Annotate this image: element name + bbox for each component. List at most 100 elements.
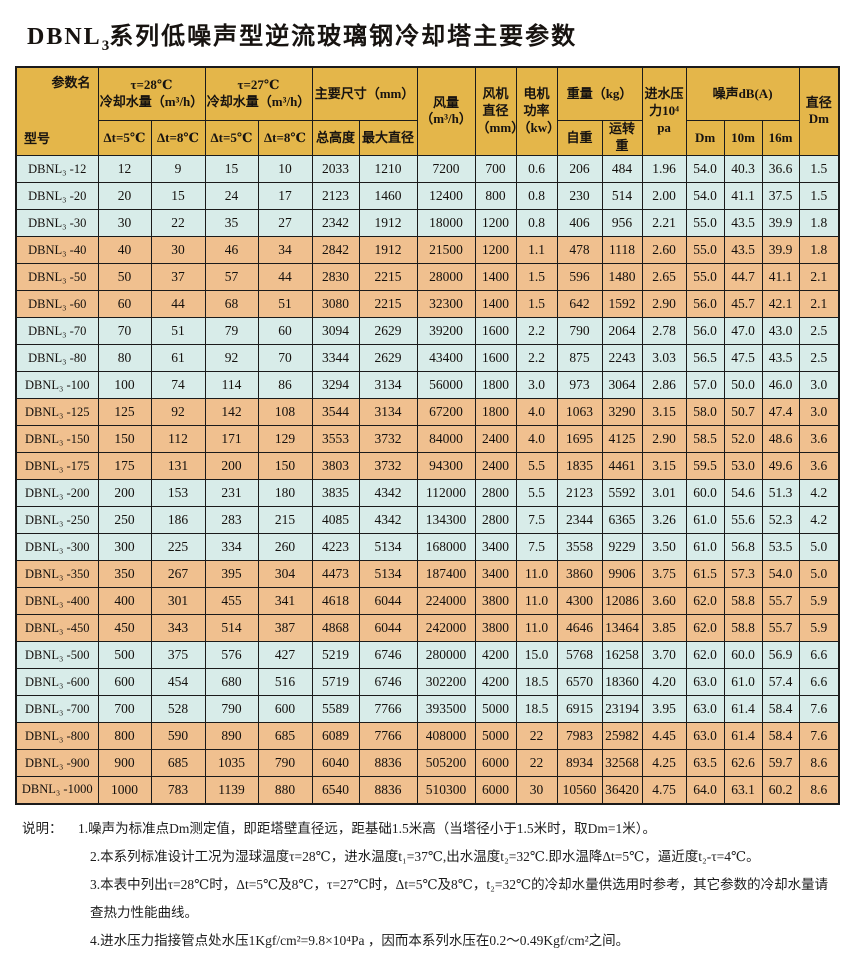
table-row: DBNL₃ -350 350 267 395 304 4473 5134 187400 3400… [15, 560, 840, 589]
value-cell: 67200 [416, 398, 476, 427]
value-cell: 4.45 [641, 722, 687, 751]
value-cell: 1.5 [515, 263, 558, 292]
header-tau28-water-flow: τ=28℃ 冷却水量（m³/h） [97, 66, 206, 122]
value-cell: 375 [150, 641, 206, 670]
value-cell: 60 [97, 290, 152, 319]
value-cell: 510300 [416, 776, 476, 805]
value-cell: 6044 [358, 587, 418, 616]
value-cell: 1063 [556, 398, 603, 427]
title-prefix: DBNL [27, 24, 102, 50]
value-cell: 18000 [416, 209, 476, 238]
value-cell: 47.0 [723, 317, 763, 346]
table-row: DBNL₃ -900 900 685 1035 790 6040 8836 505200 600… [15, 749, 840, 778]
value-cell: 1.8 [798, 209, 840, 238]
value-cell: 7200 [416, 155, 476, 184]
value-cell: 44.7 [723, 263, 763, 292]
value-cell: 300 [97, 533, 152, 562]
value-cell: 1800 [474, 398, 517, 427]
value-cell: 58.4 [761, 722, 800, 751]
value-cell: 4461 [601, 452, 643, 481]
value-cell: 61.0 [685, 506, 725, 535]
value-cell: 13464 [601, 614, 643, 643]
value-cell: 36420 [601, 776, 643, 805]
value-cell: 142 [204, 398, 259, 427]
value-cell: 125 [97, 398, 152, 427]
value-cell: 5592 [601, 479, 643, 508]
value-cell: 15 [204, 155, 259, 184]
model-cell: DBNL₃ -350 [15, 560, 99, 589]
value-cell: 62.0 [685, 641, 725, 670]
value-cell: 3.26 [641, 506, 687, 535]
value-cell: 5768 [556, 641, 603, 670]
value-cell: 6915 [556, 695, 603, 724]
value-cell: 16258 [601, 641, 643, 670]
value-cell: 3.03 [641, 344, 687, 373]
value-cell: 3.85 [641, 614, 687, 643]
value-cell: 3400 [474, 560, 517, 589]
value-cell: 39.9 [761, 209, 800, 238]
value-cell: 8934 [556, 749, 603, 778]
value-cell: 40.3 [723, 155, 763, 184]
value-cell: 8.6 [798, 749, 840, 778]
value-cell: 18360 [601, 668, 643, 697]
value-cell: 80 [97, 344, 152, 373]
model-cell: DBNL₃ -1000 [15, 776, 99, 805]
value-cell: 685 [150, 749, 206, 778]
value-cell: 50 [97, 263, 152, 292]
table-row: DBNL₃ -80 80 61 92 70 3344 2629 43400 1600 2.2 875… [15, 344, 840, 373]
value-cell: 1.5 [798, 182, 840, 211]
corner-cell: 参数名 型号 [15, 66, 99, 157]
value-cell: 3064 [601, 371, 643, 400]
header-self-weight: 自重 [556, 120, 603, 157]
value-cell: 86 [257, 371, 313, 400]
value-cell: 3.75 [641, 560, 687, 589]
value-cell: 3.50 [641, 533, 687, 562]
value-cell: 54.0 [685, 155, 725, 184]
value-cell: 12086 [601, 587, 643, 616]
table-row: DBNL₃ -1000 1000 783 1139 880 6540 8836 510300 6… [15, 776, 840, 805]
value-cell: 35 [204, 209, 259, 238]
model-cell: DBNL₃ -600 [15, 668, 99, 697]
value-cell: 18.5 [515, 695, 558, 724]
value-cell: 6089 [311, 722, 360, 751]
value-cell: 108 [257, 398, 313, 427]
value-cell: 36.6 [761, 155, 800, 184]
value-cell: 700 [474, 155, 517, 184]
value-cell: 50.0 [723, 371, 763, 400]
value-cell: 46 [204, 236, 259, 265]
value-cell: 500 [97, 641, 152, 670]
value-cell: 56.5 [685, 344, 725, 373]
header-dt5-tau28: Δt=5℃ [97, 120, 152, 157]
value-cell: 5219 [311, 641, 360, 670]
value-cell: 395 [204, 560, 259, 589]
model-cell: DBNL₃ -250 [15, 506, 99, 535]
value-cell: 22 [515, 722, 558, 751]
value-cell: 7983 [556, 722, 603, 751]
table-row: DBNL₃ -500 500 375 576 427 5219 6746 280000 4200… [15, 641, 840, 670]
table-row: DBNL₃ -800 800 590 890 685 6089 7766 408000 5000… [15, 722, 840, 751]
value-cell: 134300 [416, 506, 476, 535]
value-cell: 3800 [474, 614, 517, 643]
value-cell: 51 [257, 290, 313, 319]
header-weight: 重量（kg） [556, 66, 643, 122]
value-cell: 393500 [416, 695, 476, 724]
value-cell: 3553 [311, 425, 360, 454]
value-cell: 4.0 [515, 425, 558, 454]
value-cell: 3080 [311, 290, 360, 319]
value-cell: 2344 [556, 506, 603, 535]
value-cell: 0.8 [515, 182, 558, 211]
table-row: DBNL₃ -12 12 9 15 10 2033 1210 7200 700 0.6 206 484… [15, 155, 840, 184]
value-cell: 224000 [416, 587, 476, 616]
model-cell: DBNL₃ -400 [15, 587, 99, 616]
value-cell: 7.6 [798, 722, 840, 751]
value-cell: 590 [150, 722, 206, 751]
value-cell: 180 [257, 479, 313, 508]
value-cell: 304 [257, 560, 313, 589]
value-cell: 3544 [311, 398, 360, 427]
value-cell: 56.0 [685, 290, 725, 319]
value-cell: 61.0 [685, 533, 725, 562]
value-cell: 8.6 [798, 776, 840, 805]
value-cell: 2.65 [641, 263, 687, 292]
value-cell: 11.0 [515, 560, 558, 589]
table-body: DBNL₃ -12 12 9 15 10 2033 1210 7200 700 0.6 206 484… [15, 155, 840, 805]
